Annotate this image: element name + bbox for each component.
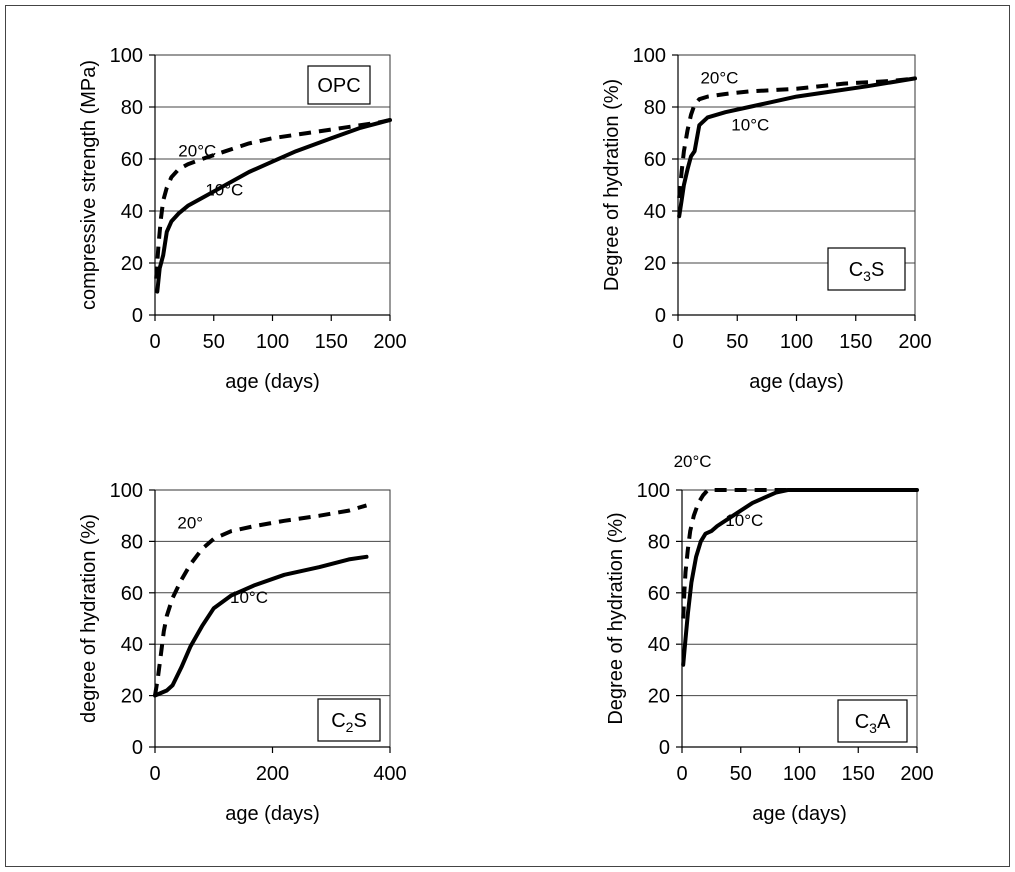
y-tick-label-100: 100 (637, 480, 670, 502)
x-tick-label-0: 0 (149, 763, 160, 785)
y-tick-label-0: 0 (659, 737, 670, 759)
y-tick-label-0: 0 (655, 305, 666, 327)
series-line-20deg (153, 503, 368, 696)
y-tick-label-0: 0 (132, 737, 143, 759)
series-annotation-10degc: 10°C (725, 511, 763, 530)
series-line-10degc (677, 76, 917, 219)
y-tick-label-20: 20 (121, 686, 143, 708)
chart-panel-opc: 0 20 40 60 80 100 0 50 100 150 200 age (days) compre… (20, 10, 500, 430)
x-tick-label-400: 400 (373, 763, 406, 785)
x-tick-label-50: 50 (730, 763, 752, 785)
chart-svg-c2s: 0 20 40 60 80 100 0 200 400 age (days) degree of h… (78, 480, 407, 825)
series-annotation-20deg: 20° (177, 514, 203, 533)
y-axis-label: degree of hydration (%) (78, 514, 100, 723)
panel-label-box (827, 247, 906, 291)
series-annotation-20degc: 20°C (178, 141, 216, 160)
y-tick-label-100: 100 (633, 45, 666, 67)
panel-label-box (317, 698, 381, 742)
x-axis-label: age (days) (749, 371, 844, 393)
series-line-10degc (153, 554, 369, 698)
panel-label-c2s: C2S (331, 710, 367, 735)
x-axis-label: age (days) (225, 371, 320, 393)
chart-svg-c3s: 0 20 40 60 80 100 0 50 100 150 200 age (days) Degree… (601, 45, 932, 393)
y-tick-label-80: 80 (644, 97, 666, 119)
x-tick-label-200: 200 (373, 331, 406, 353)
series-line-10degc (681, 488, 919, 667)
y-tick-label-80: 80 (121, 531, 143, 553)
x-tick-label-200: 200 (256, 763, 289, 785)
y-tick-label-20: 20 (648, 686, 670, 708)
series-annotation-20degc: 20°C (700, 69, 738, 88)
x-tick-label-150: 150 (315, 331, 348, 353)
x-tick-label-200: 200 (898, 331, 931, 353)
series-line-20degc (154, 118, 391, 279)
x-tick-label-0: 0 (672, 331, 683, 353)
panel-label-box (837, 699, 908, 743)
y-tick-label-100: 100 (110, 480, 143, 502)
series-annotation-10degc: 10°C (205, 180, 243, 199)
series-annotation-10degc: 10°C (230, 588, 268, 607)
y-tick-label-60: 60 (644, 149, 666, 171)
y-axis-label: compressive strength (MPa) (78, 60, 100, 310)
series-line-20degc (681, 488, 917, 619)
y-tick-label-80: 80 (648, 531, 670, 553)
y-tick-label-20: 20 (121, 253, 143, 275)
y-tick-label-80: 80 (121, 97, 143, 119)
series-line-20degc (677, 76, 916, 199)
y-tick-label-60: 60 (121, 149, 143, 171)
panel-label-c3s: C3S (849, 259, 885, 284)
y-tick-label-60: 60 (121, 583, 143, 605)
y-axis-label: Degree of hydration (%) (605, 512, 627, 724)
x-tick-label-50: 50 (726, 331, 748, 353)
figure-frame (5, 5, 1010, 867)
series-annotation-10degc: 10°C (731, 115, 769, 134)
x-axis-label: age (days) (225, 803, 320, 825)
x-tick-label-150: 150 (842, 763, 875, 785)
y-tick-label-40: 40 (121, 634, 143, 656)
y-tick-label-0: 0 (132, 305, 143, 327)
y-axis-label: Degree of hydration (%) (601, 79, 623, 291)
x-tick-label-50: 50 (203, 331, 225, 353)
chart-panel-c3a: 0 20 40 60 80 100 0 50 100 150 200 age (days) Degree… (520, 440, 1000, 860)
y-tick-label-100: 100 (110, 45, 143, 67)
panel-label-opc: OPC (317, 75, 360, 97)
x-tick-label-150: 150 (839, 331, 872, 353)
series-annotation-20degc: 20°C (674, 452, 712, 471)
x-tick-label-100: 100 (256, 331, 289, 353)
x-axis-label: age (days) (752, 803, 847, 825)
chart-svg-c3a: 0 20 40 60 80 100 0 50 100 150 200 age (days) Degree… (605, 452, 934, 825)
series-line-10degc (155, 118, 392, 294)
chart-panel-c3s: 0 20 40 60 80 100 0 50 100 150 200 age (days) Degree… (520, 10, 1000, 430)
chart-svg-opc: 0 20 40 60 80 100 0 50 100 150 200 age (days) compre… (78, 45, 407, 393)
x-tick-label-0: 0 (149, 331, 160, 353)
panel-label-c3a: C3A (855, 711, 891, 736)
chart-panel-c2s: 0 20 40 60 80 100 0 200 400 age (days) degree of h… (20, 440, 500, 860)
y-tick-label-20: 20 (644, 253, 666, 275)
x-tick-label-200: 200 (900, 763, 933, 785)
x-tick-label-0: 0 (676, 763, 687, 785)
y-tick-label-40: 40 (121, 201, 143, 223)
y-tick-label-40: 40 (648, 634, 670, 656)
y-tick-label-40: 40 (644, 201, 666, 223)
panel-label-box (307, 65, 371, 105)
x-tick-label-100: 100 (780, 331, 813, 353)
y-tick-label-60: 60 (648, 583, 670, 605)
x-tick-label-100: 100 (783, 763, 816, 785)
